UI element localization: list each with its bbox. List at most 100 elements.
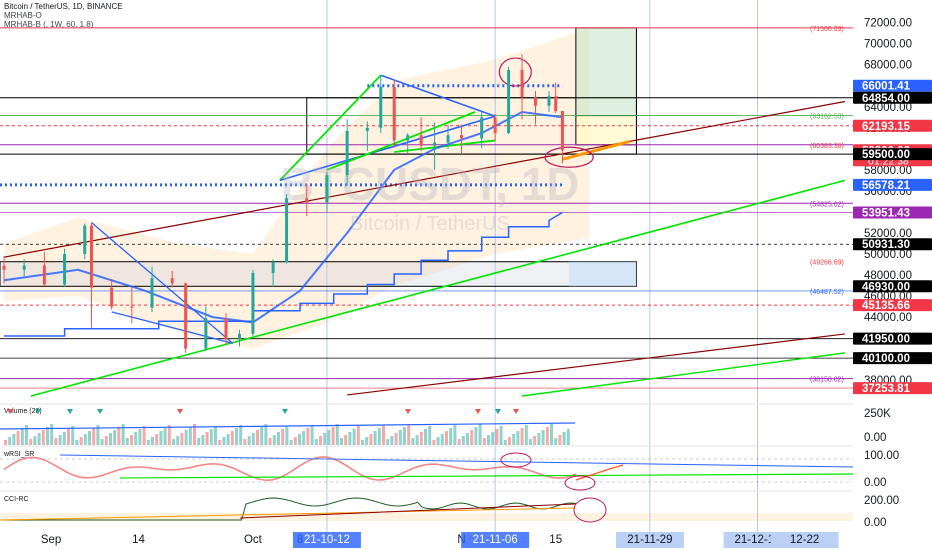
- x-highlight-label-4: 12-22: [790, 534, 819, 546]
- pane1-y-tick-1: 0.00: [864, 432, 886, 444]
- volume-bar-16: [71, 426, 75, 445]
- volume-bar-104: [440, 434, 444, 445]
- candle-body-30: [507, 69, 511, 134]
- volume-bar-64: [272, 435, 276, 445]
- candle-body-31: [520, 69, 524, 98]
- signal-marker-3: [97, 409, 103, 414]
- candle-body-9: [170, 278, 174, 284]
- long-position-target: [575, 27, 637, 117]
- signal-marker-2: [67, 409, 73, 414]
- pane3-y-tick-1: 0.00: [864, 517, 886, 529]
- cci-circle: [573, 497, 607, 523]
- green-trendline-lower: [521, 352, 846, 397]
- candles-layer: [2, 54, 564, 353]
- x-highlight-label-0: 21-10-12: [304, 534, 350, 546]
- candle-body-15: [271, 262, 275, 273]
- volume-bar-66: [281, 429, 285, 445]
- volume-bar-133: [562, 432, 566, 445]
- price-label-5: 56578.21: [862, 180, 911, 192]
- candle-body-18: [325, 175, 329, 203]
- volume-bar-17: [75, 440, 79, 445]
- price-label-bg-10: [853, 332, 932, 345]
- volume-bar-105: [445, 431, 448, 445]
- volume-bar-52: [222, 437, 226, 445]
- signal-marker-7: [475, 409, 481, 414]
- candle-body-13: [237, 333, 241, 340]
- candle-body-11: [204, 318, 208, 349]
- wrsi-line: [3, 456, 577, 482]
- volume-bar-103: [436, 437, 440, 445]
- volume-bar-57: [243, 439, 247, 445]
- volume-bar-25: [109, 433, 112, 445]
- volume-bar-60: [256, 430, 259, 445]
- volume-bar-114: [482, 438, 486, 445]
- candle-body-21: [379, 86, 383, 128]
- volume-bar-96: [407, 424, 411, 445]
- time-axis: Sep14Oct8N1521-10-1221-11-0621-11-2921-1…: [0, 532, 932, 550]
- price-label-bg-0: [853, 79, 932, 92]
- level-annotation-0: (71500.03): [810, 26, 844, 33]
- volume-bar-41: [176, 436, 180, 445]
- y-tick-label-9: 48000.00: [864, 270, 912, 282]
- signal-marker-8: [495, 409, 501, 414]
- price-label-bg-6: [853, 206, 932, 219]
- volume-bar-4: [20, 428, 24, 445]
- volume-bar-19: [83, 434, 87, 445]
- volume-bar-110: [466, 433, 469, 445]
- volume-bar-6: [29, 439, 33, 445]
- x-highlight-bg-1: [461, 532, 530, 548]
- cci-pane-title: CCI-RC: [4, 496, 29, 503]
- signal-marker-9: [513, 409, 519, 414]
- x-highlight-bg-0: [292, 532, 361, 548]
- signal-marker-4: [177, 409, 183, 414]
- volume-bar-99: [419, 432, 423, 445]
- range-box-mid-right: [569, 261, 637, 287]
- watermark-layer: BTCUSDT, 1D Bitcoin / TetherUS: [280, 158, 579, 235]
- volume-bar-26: [113, 430, 117, 445]
- green-trendline-long: [30, 179, 846, 397]
- candle-body-34: [554, 96, 558, 111]
- volume-bar-70: [298, 434, 301, 445]
- volume-bar-72: [306, 428, 310, 445]
- volume-bar-107: [453, 425, 457, 445]
- price-label-bg-2: [853, 119, 932, 132]
- price-label-1: 64854.00: [862, 93, 910, 105]
- volume-bar-2: [12, 434, 16, 445]
- volume-bar-81: [344, 435, 348, 445]
- volume-bar-75: [319, 436, 322, 445]
- volume-bar-28: [121, 424, 125, 445]
- volume-bar-116: [491, 432, 495, 445]
- candle-body-29: [493, 117, 497, 134]
- volume-bar-130: [550, 424, 553, 445]
- volume-bar-42: [180, 433, 184, 445]
- price-label-6: 53951.43: [862, 207, 910, 219]
- volume-bar-125: [529, 439, 532, 445]
- volume-bar-76: [323, 433, 327, 445]
- volume-bar-87: [369, 434, 373, 445]
- volume-bar-61: [260, 427, 264, 445]
- price-label-9: 45135.66: [862, 300, 910, 312]
- level-annotation-2: (60383.36): [810, 143, 844, 150]
- volume-bar-127: [537, 433, 541, 445]
- mrhab-stepped-line: [4, 211, 563, 337]
- y-tick-label-8: 50000.00: [864, 249, 912, 261]
- candle-body-1: [22, 265, 26, 270]
- level-annotation-1: (63162.53): [810, 114, 844, 121]
- x-tick-label-0: Sep: [41, 534, 61, 546]
- pane2-y-tick-1: 0.00: [864, 477, 886, 489]
- volume-bar-31: [134, 432, 138, 445]
- volume-bar-84: [356, 426, 360, 445]
- indicator-mrhab-o-label: MRHAB-O: [4, 11, 42, 20]
- volume-bar-32: [138, 429, 142, 445]
- candle-body-12: [224, 318, 228, 340]
- price-label-bg-9: [853, 299, 932, 312]
- volume-bar-86: [365, 437, 369, 445]
- volume-bar-132: [558, 435, 562, 445]
- volume-bar-131: [554, 438, 558, 445]
- volume-bar-56: [239, 425, 243, 445]
- highlight-circle-top: [498, 57, 532, 87]
- volume-bar-20: [88, 431, 91, 445]
- volume-bar-40: [172, 439, 175, 445]
